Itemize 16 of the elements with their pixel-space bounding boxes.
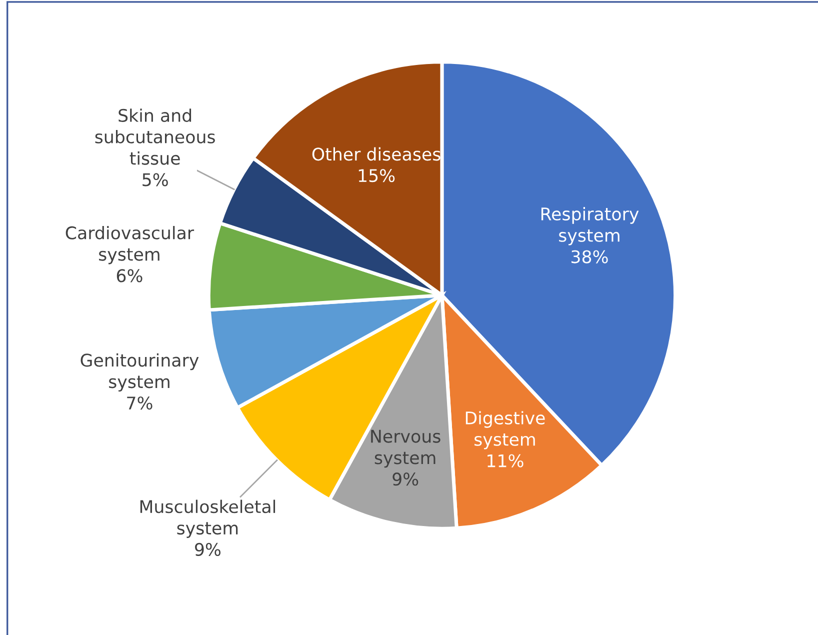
- data-label: 7%: [127, 396, 152, 410]
- slice-label: Musculoskeletal system: [140, 500, 276, 538]
- slice-label: Nervous system: [371, 430, 440, 468]
- slice-label: Respiratory system: [541, 207, 639, 246]
- data-label: 38%: [572, 250, 608, 264]
- slice-label: Digestive system: [466, 411, 545, 450]
- slice-label: Skin and subcutaneous tissue: [95, 108, 215, 165]
- data-label: 6%: [116, 269, 142, 282]
- data-label: 15%: [358, 168, 395, 182]
- data-label: 11%: [488, 454, 524, 468]
- slice-label: Other diseases: [312, 147, 440, 161]
- data-label: 9%: [195, 542, 220, 556]
- slice-label: Genitourinary system: [80, 353, 199, 392]
- slice-label: Cardiovascular system: [66, 226, 194, 264]
- data-label: 5%: [142, 173, 168, 186]
- data-label: 9%: [392, 472, 418, 486]
